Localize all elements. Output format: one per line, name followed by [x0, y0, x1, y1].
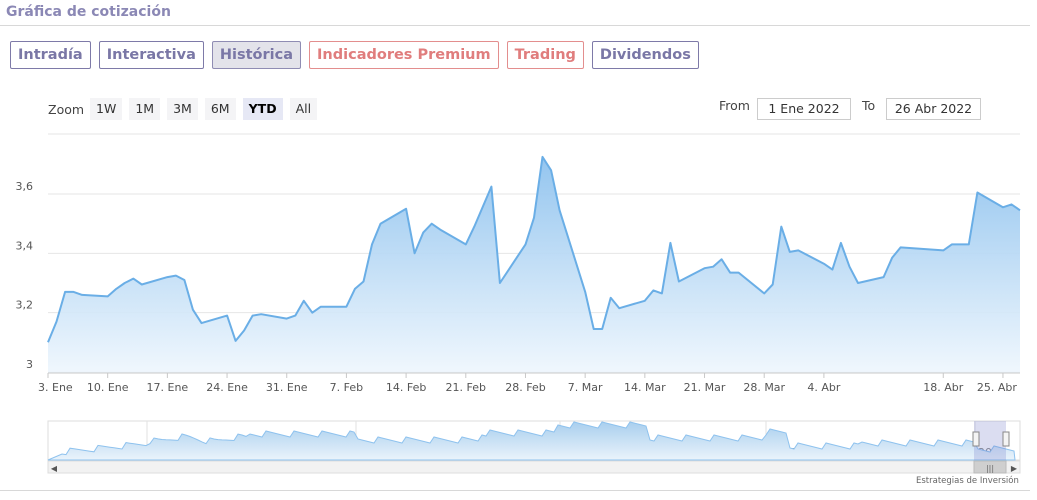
zoom-1m-button[interactable]: 1M: [129, 98, 161, 120]
x-tick-label: 3. Ene: [38, 381, 73, 394]
navigator-year-label: 2020: [769, 446, 797, 459]
scroll-right-icon: ▶: [1011, 464, 1018, 473]
x-tick-label: 7. Mar: [568, 381, 603, 394]
navigator-handle: [1002, 431, 1010, 447]
navigator-series: [47, 421, 1016, 461]
tab-interactiva[interactable]: Interactiva: [98, 41, 204, 69]
x-tick-label: 14. Mar: [624, 381, 666, 394]
navigator-year-label: 2022: [978, 446, 1006, 459]
x-tick-label: 21. Mar: [684, 381, 726, 394]
x-tick-label: 7. Feb: [330, 381, 363, 394]
x-tick-label: 4. Abr: [807, 381, 840, 394]
zoom-selector: Zoom 1W 1M 3M 6M YTD All: [48, 98, 324, 120]
tab-historica[interactable]: Histórica: [211, 41, 302, 69]
x-tick-label: 10. Ene: [87, 381, 129, 394]
x-tick-label: 28. Mar: [743, 381, 785, 394]
x-tick-label: 21. Feb: [446, 381, 486, 394]
navigator-year-label: 2018: [563, 446, 591, 459]
tab-trading[interactable]: Trading: [506, 41, 584, 69]
zoom-all-button[interactable]: All: [289, 98, 318, 120]
x-tick-label: 24. Ene: [206, 381, 248, 394]
x-tick-label: 14. Feb: [386, 381, 426, 394]
scrollbar-track: [47, 460, 1021, 474]
area-series: [47, 155, 1021, 373]
x-axis: 3. Ene 10. Ene 17. Ene 24. Ene 31. Ene 7. Feb…: [38, 372, 1020, 394]
chart-tabs: Intradía Interactiva Histórica Indicador…: [10, 41, 699, 69]
navigator-year-label: 2016: [359, 446, 387, 459]
scrollbar-thumb: [973, 460, 1007, 474]
x-tick-label: 25. Abr: [977, 381, 1017, 394]
zoom-ytd-button[interactable]: YTD: [242, 98, 283, 120]
tab-dividendos[interactable]: Dividendos: [591, 41, 699, 69]
zoom-label: Zoom: [48, 101, 85, 117]
tab-intradia[interactable]: Intradía: [10, 41, 91, 69]
zoom-3m-button[interactable]: 3M: [167, 98, 198, 120]
price-line: [47, 155, 1021, 343]
x-tick-label: 28. Feb: [505, 381, 545, 394]
credit-text: Estrategias de Inversión: [916, 476, 1019, 486]
to-date-input[interactable]: 26 Abr 2022: [886, 98, 981, 120]
y-tick-label: 3: [26, 358, 33, 371]
navigator: 2014 2016 2018 2020 2022 ◀ ▶ |||: [47, 420, 1021, 474]
x-tick-label: 31. Ene: [266, 381, 308, 394]
navigator-year-label: 2014: [150, 446, 178, 459]
price-area-fill: [48, 156, 1020, 373]
scroll-left-icon: ◀: [51, 464, 58, 473]
page-title: Gráfica de cotización: [6, 4, 171, 20]
navigator-selection: [974, 421, 1006, 460]
y-tick-label: 3,4: [16, 239, 34, 252]
footer-divider: [0, 490, 1030, 491]
tab-indicadores-premium[interactable]: Indicadores Premium: [309, 41, 499, 69]
navigator-frame: [47, 420, 1021, 461]
title-divider: [0, 25, 1030, 26]
grid-lines: [48, 133, 1020, 373]
x-tick-label: 17. Ene: [147, 381, 189, 394]
y-tick-label: 3,2: [16, 299, 34, 312]
from-label: From: [719, 98, 750, 113]
scroll-grip-icon: |||: [986, 464, 994, 473]
y-axis: 3 3,2 3,4 3,6: [16, 180, 34, 371]
from-date-input[interactable]: 1 Ene 2022: [757, 98, 851, 120]
zoom-6m-button[interactable]: 6M: [204, 98, 236, 120]
to-label: To: [862, 98, 876, 113]
x-tick-label: 18. Abr: [923, 381, 963, 394]
zoom-1w-button[interactable]: 1W: [90, 98, 123, 120]
y-tick-label: 3,6: [16, 180, 34, 193]
navigator-handle: [972, 431, 980, 447]
